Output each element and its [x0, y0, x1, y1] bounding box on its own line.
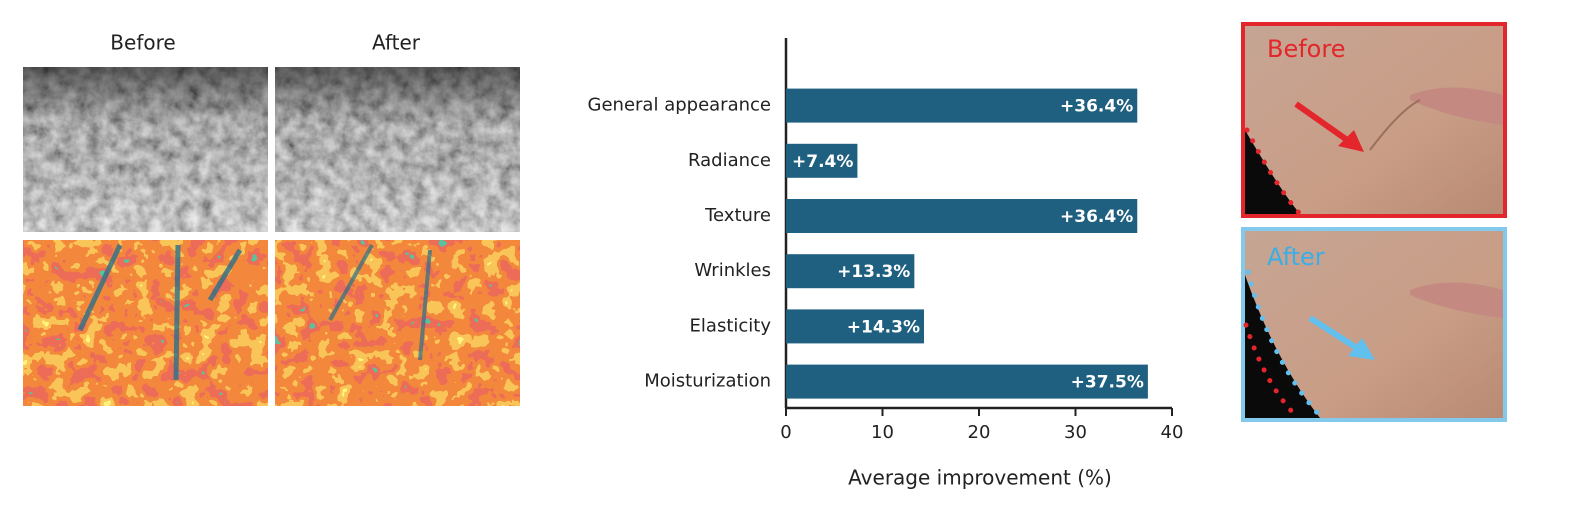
- category-label: Elasticity: [690, 315, 772, 336]
- left-panel: Before After: [23, 31, 520, 406]
- bar: [786, 254, 915, 289]
- value-label: +14.3%: [847, 317, 920, 337]
- value-label: +37.5%: [1071, 373, 1144, 393]
- arrow-head: [1338, 130, 1364, 152]
- dotted-contour: [1245, 269, 1323, 419]
- wrinkle: [1369, 99, 1421, 151]
- shadow: [1245, 130, 1300, 214]
- before-photo-label: Before: [1267, 35, 1345, 63]
- x-tick-label: 0: [780, 422, 791, 443]
- x-axis-label: Average improvement (%): [848, 466, 1112, 490]
- photo-before: [1241, 22, 1507, 218]
- category-label: Radiance: [688, 150, 771, 171]
- shadow: [1245, 275, 1320, 418]
- x-tick-label: 10: [871, 422, 894, 443]
- dotted-contour: [1243, 322, 1301, 421]
- right-panel: Before After: [1241, 22, 1507, 422]
- bar: [786, 143, 858, 178]
- value-label: +13.3%: [837, 262, 910, 282]
- lips: [1410, 282, 1503, 318]
- before-label: Before: [110, 31, 175, 55]
- value-label: +36.4%: [1060, 97, 1133, 117]
- heatmap-lines: [77, 243, 243, 381]
- bar: [786, 364, 1148, 399]
- bar-chart: Average improvement (%) 0 10 20 30 40 General…: [588, 38, 1184, 490]
- category-label: General appearance: [588, 95, 771, 116]
- image-shade: [23, 67, 268, 232]
- category-label: Texture: [704, 205, 771, 226]
- arrow: [1294, 101, 1352, 145]
- after-label: After: [372, 31, 421, 55]
- category-label: Moisturization: [644, 371, 771, 392]
- category-label: Wrinkles: [694, 260, 771, 281]
- value-label: +7.4%: [792, 152, 853, 172]
- arrow: [1308, 315, 1362, 353]
- x-tick-label: 30: [1064, 422, 1087, 443]
- arrow-head: [1348, 338, 1375, 360]
- bar: [786, 309, 924, 344]
- image-shade: [275, 67, 520, 232]
- after-photo-label: After: [1267, 243, 1325, 271]
- value-label: +36.4%: [1060, 207, 1133, 227]
- x-tick-label: 40: [1161, 422, 1184, 443]
- bar: [786, 88, 1138, 123]
- bar: [786, 199, 1138, 233]
- heatmap-after: [275, 240, 520, 406]
- lips: [1410, 87, 1503, 125]
- heatmap-lines: [328, 244, 432, 361]
- dotted-contour: [1244, 127, 1303, 217]
- x-tick-label: 20: [968, 422, 991, 443]
